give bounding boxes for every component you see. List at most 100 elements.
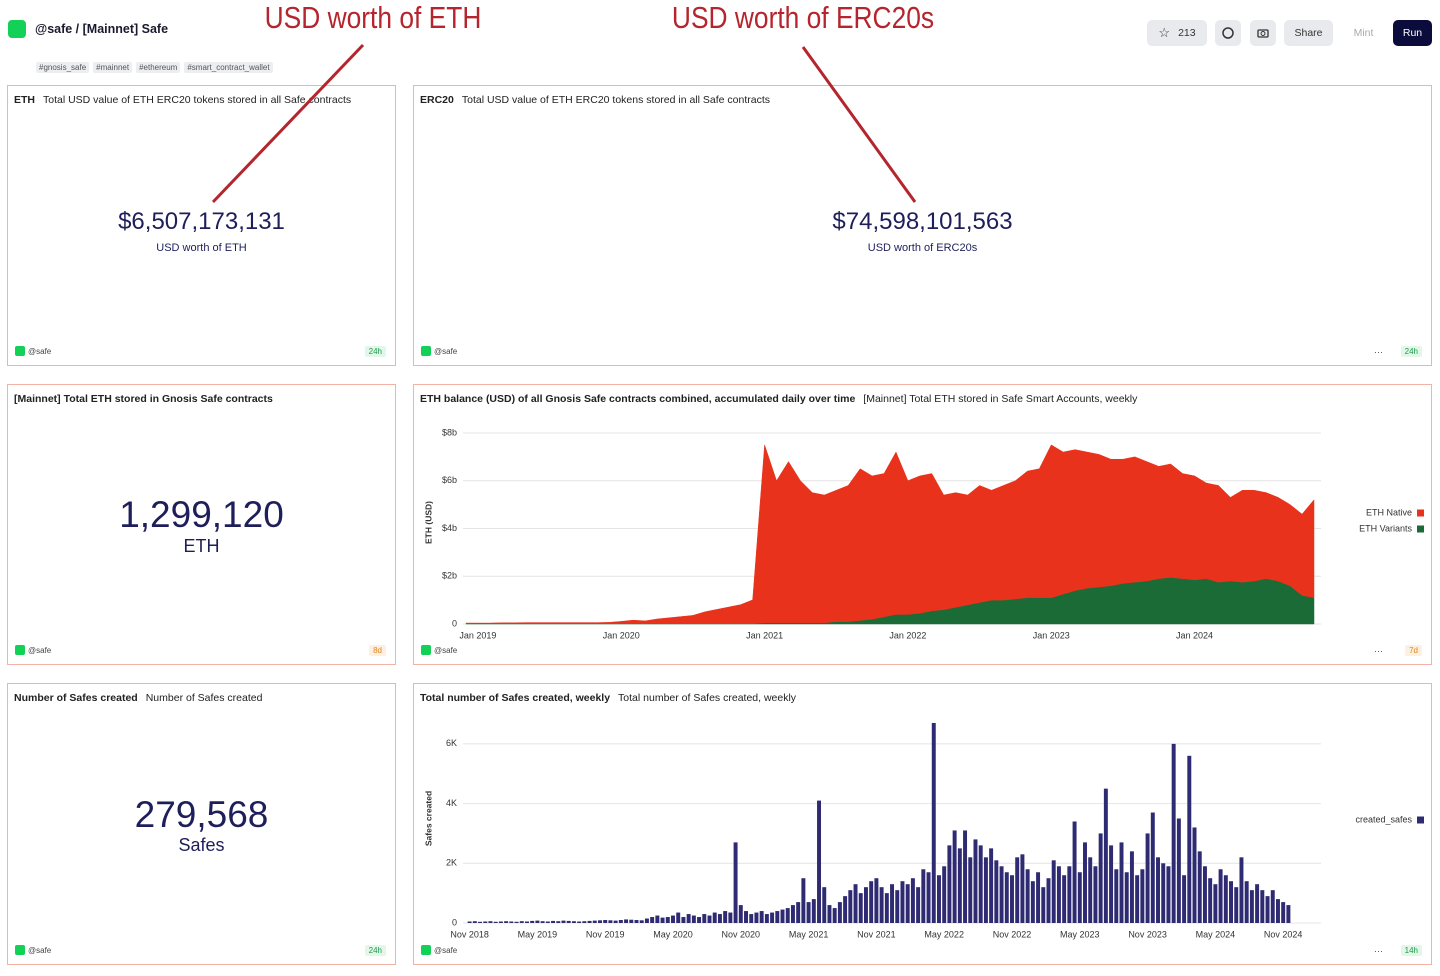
author[interactable]: @safe	[434, 645, 458, 655]
bar	[681, 917, 686, 923]
star-count: 213	[1178, 27, 1196, 39]
bar	[1088, 857, 1093, 923]
card-name: [Mainnet] Total ETH stored in Gnosis Saf…	[14, 393, 273, 405]
age-badge: 14h	[1400, 945, 1422, 956]
bar	[624, 919, 629, 923]
y-axis-label: ETH (USD)	[423, 501, 433, 544]
bar	[744, 911, 748, 923]
chart-subtitle: [Mainnet] Total ETH stored in Safe Smart…	[863, 393, 1138, 405]
author[interactable]: @safe	[434, 346, 458, 356]
tag[interactable]: #ethereum	[136, 62, 181, 73]
mint-button[interactable]: Mint	[1342, 20, 1385, 46]
bar	[571, 921, 576, 923]
bar	[1260, 890, 1265, 923]
x-tick-label: Nov 2022	[993, 929, 1032, 939]
chart-card: Total number of Safes created, weekly Tot…	[413, 683, 1432, 965]
bar	[942, 866, 947, 923]
github-button[interactable]	[1215, 20, 1241, 46]
tag[interactable]: #gnosis_safe	[36, 62, 90, 73]
bar	[843, 896, 848, 923]
camera-icon	[1257, 29, 1269, 38]
run-button[interactable]: Run	[1393, 20, 1432, 46]
bar	[608, 920, 613, 923]
bar	[671, 915, 675, 923]
bar	[879, 887, 884, 923]
bar	[712, 912, 717, 923]
bar	[540, 921, 545, 923]
bar	[1161, 863, 1166, 923]
bar	[837, 902, 842, 923]
bar	[691, 915, 696, 923]
bar	[1020, 854, 1025, 923]
bar	[759, 911, 764, 923]
author[interactable]: @safe	[28, 945, 52, 955]
legend-label: ETH Native	[1366, 507, 1412, 517]
bar	[598, 920, 602, 923]
bar	[900, 881, 905, 923]
bar	[968, 857, 973, 923]
bar	[848, 890, 853, 923]
counter-label: USD worth of ERC20s	[867, 242, 978, 254]
bar	[686, 914, 691, 923]
author[interactable]: @safe	[28, 346, 52, 356]
menu-dots[interactable]: ···	[1374, 946, 1383, 956]
counter-value: 279,568	[134, 794, 269, 835]
bar	[916, 887, 921, 923]
x-tick-label: May 2020	[653, 929, 693, 939]
tag[interactable]: #mainnet	[93, 62, 133, 73]
bar	[561, 920, 566, 923]
bar	[545, 921, 550, 923]
bar	[644, 918, 649, 923]
bar	[1083, 842, 1087, 923]
bar	[676, 912, 681, 923]
counter-label: ETH	[183, 536, 220, 556]
bar	[973, 839, 978, 923]
share-button[interactable]: Share	[1284, 20, 1333, 46]
chart: 0 $2b $4b $6b $8b ETH (USD) ETH Native ETH Vari…	[423, 427, 1424, 640]
screenshot-button[interactable]	[1250, 20, 1276, 46]
bar	[1129, 851, 1134, 923]
bar	[1218, 869, 1223, 923]
bar	[1062, 875, 1067, 923]
bar	[577, 921, 582, 923]
menu-dots[interactable]: ···	[1374, 646, 1383, 656]
author[interactable]: @safe	[434, 945, 458, 955]
bar	[582, 921, 587, 923]
bar	[738, 905, 743, 923]
chart-card: ETH balance (USD) of all Gnosis Safe con…	[413, 384, 1432, 665]
chart-title: Total number of Safes created, weekly	[420, 692, 611, 704]
star-button[interactable]: ☆ 213	[1147, 20, 1207, 46]
bar	[1041, 887, 1046, 923]
tag[interactable]: #smart_contract_wallet	[184, 62, 273, 73]
tags: #gnosis_safe #mainnet #ethereum #smart_cont…	[36, 57, 277, 75]
legend-label: ETH Variants	[1359, 523, 1412, 533]
bar	[884, 893, 889, 923]
bar	[790, 905, 795, 923]
logo	[8, 20, 26, 38]
bar	[1234, 887, 1239, 923]
bar	[603, 920, 608, 923]
counter-value: $6,507,173,131	[118, 208, 285, 235]
bar	[754, 912, 759, 923]
bar	[1192, 827, 1197, 923]
bar	[592, 920, 597, 923]
bar	[874, 878, 879, 923]
bar	[822, 887, 827, 923]
bar	[775, 911, 780, 923]
counter-value: $74,598,101,563	[832, 208, 1013, 235]
menu-dots[interactable]: ···	[1374, 347, 1383, 357]
bar	[1255, 884, 1260, 923]
x-tick-label: May 2024	[1196, 929, 1236, 939]
bar	[639, 920, 644, 923]
bar	[634, 920, 639, 923]
bar	[817, 800, 822, 923]
bar	[650, 917, 655, 923]
bar	[780, 909, 785, 923]
card-name: ETH	[14, 94, 35, 106]
bar	[733, 842, 738, 923]
bar	[1004, 872, 1009, 923]
bar	[1046, 878, 1051, 923]
author[interactable]: @safe	[28, 645, 52, 655]
bar	[587, 920, 592, 923]
